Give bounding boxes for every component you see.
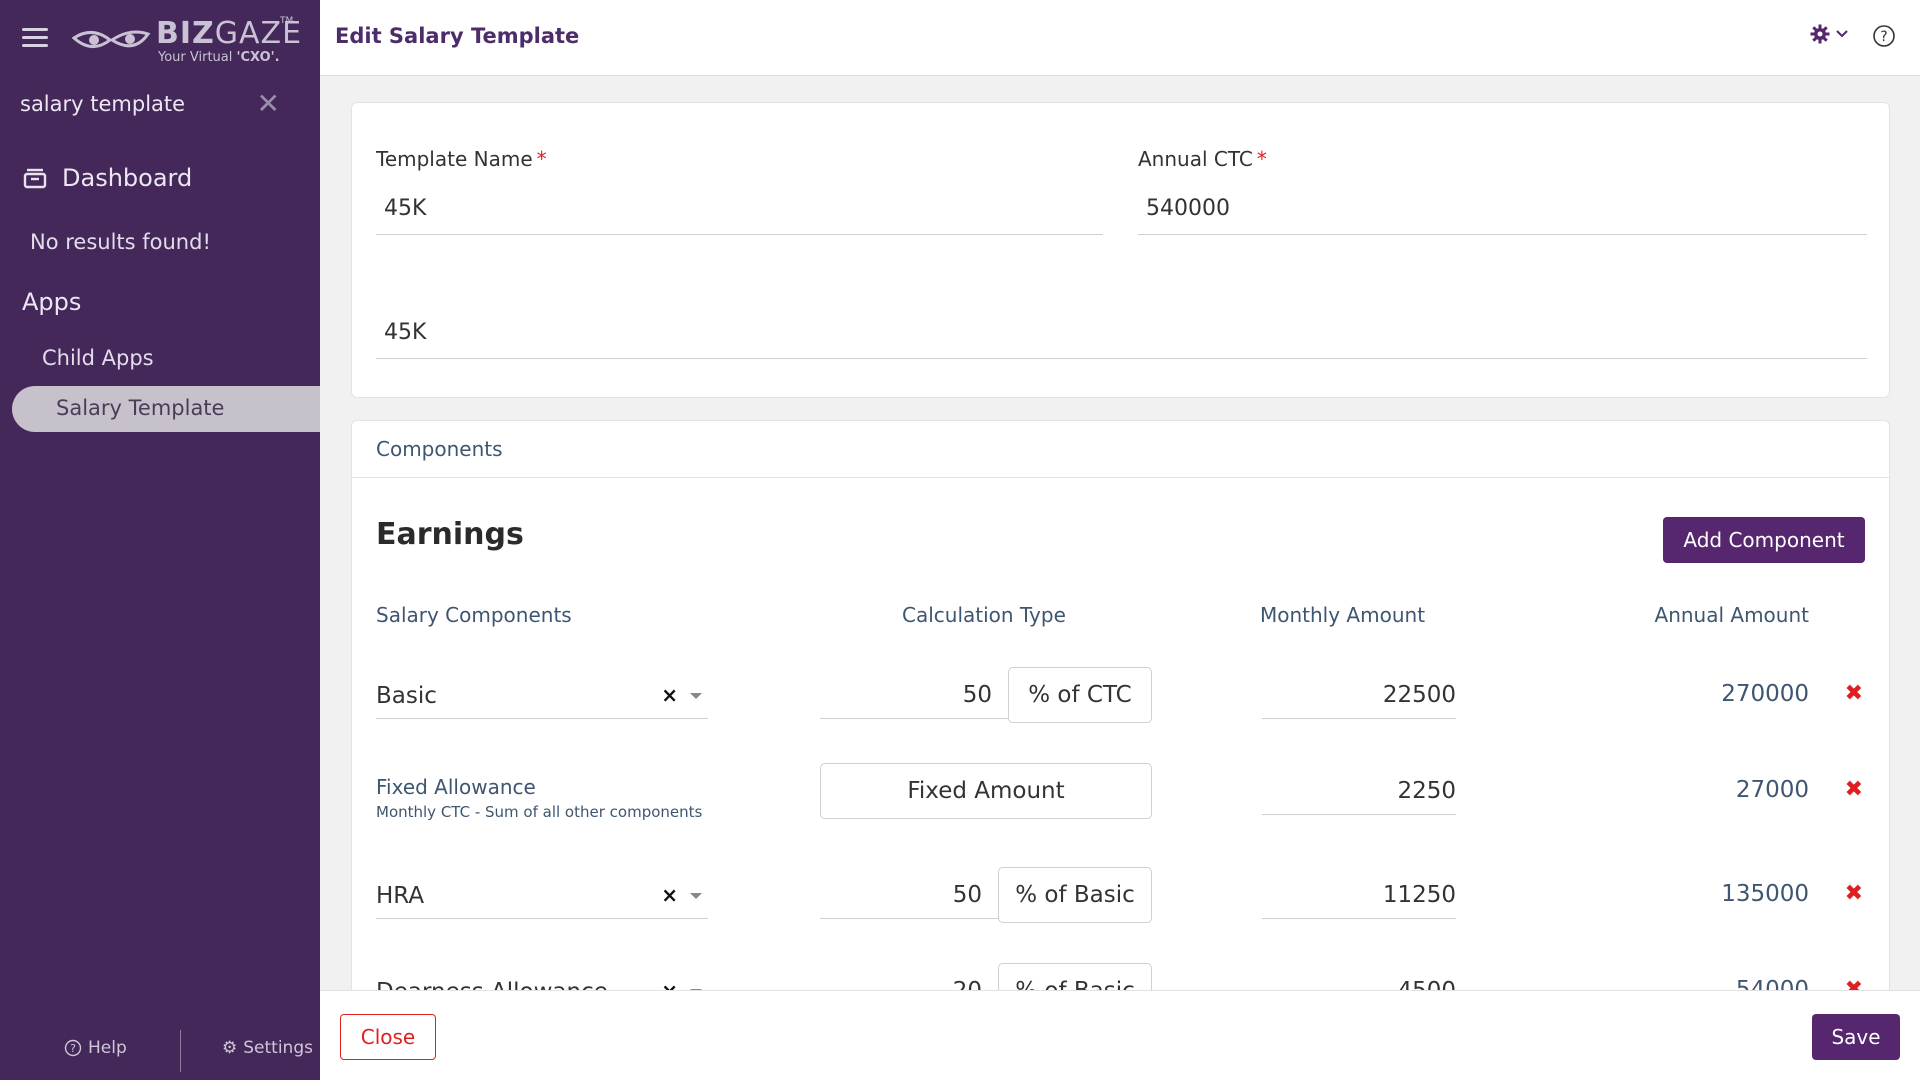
caret-down-icon[interactable] xyxy=(690,693,702,699)
delete-icon[interactable]: ✖ xyxy=(1844,681,1863,706)
column-header-salary-components: Salary Components xyxy=(376,603,572,627)
add-component-button[interactable]: Add Component xyxy=(1663,517,1865,563)
template-name-label: Template Name * xyxy=(376,147,547,171)
save-button[interactable]: Save xyxy=(1812,1014,1900,1060)
close-button[interactable]: Close xyxy=(340,1014,436,1060)
annual-amount: 27000 xyxy=(1735,777,1809,803)
sidebar-search[interactable]: salary template ✕ xyxy=(20,88,280,124)
bizgaze-logo: BIZGAZE TM Your Virtual 'CXO'. xyxy=(72,14,301,70)
annual-amount: 135000 xyxy=(1721,881,1809,907)
calculation-value-input[interactable] xyxy=(820,871,1000,919)
components-card: Components Earnings Add Component Salary… xyxy=(351,420,1890,1020)
gear-icon: ⚙ xyxy=(222,1038,238,1058)
settings-label: Settings xyxy=(243,1038,313,1058)
sidebar-item-child-apps[interactable]: Child Apps xyxy=(42,346,154,370)
component-row-hra: HRA × % of Basic 135000 ✖ xyxy=(352,861,1889,931)
annual-ctc-input[interactable] xyxy=(1138,183,1867,235)
template-details-card: Template Name* Annual CTC* xyxy=(351,102,1890,398)
calculation-value-input[interactable] xyxy=(820,671,1010,719)
clear-icon[interactable]: × xyxy=(661,683,678,707)
template-name-input[interactable] xyxy=(376,183,1103,235)
calculation-type-select[interactable]: % of Basic xyxy=(998,867,1152,923)
calculation-type-select[interactable]: % of CTC xyxy=(1008,667,1152,723)
component-select[interactable]: HRA × xyxy=(376,871,708,919)
chevron-down-icon xyxy=(1836,30,1848,38)
no-results-text: No results found! xyxy=(30,230,211,254)
component-subtitle: Monthly CTC - Sum of all other component… xyxy=(376,803,703,821)
footer-divider xyxy=(180,1030,181,1072)
component-row-basic: Basic × % of CTC 270000 ✖ xyxy=(352,661,1889,731)
help-link[interactable]: ? Help xyxy=(64,1038,127,1058)
search-input[interactable]: salary template xyxy=(20,92,186,116)
page-title: Edit Salary Template xyxy=(335,24,580,48)
clear-icon[interactable]: × xyxy=(661,883,678,907)
tab-components[interactable]: Components xyxy=(376,437,503,461)
sidebar-footer: ? Help ⚙ Settings xyxy=(0,1026,320,1080)
earnings-heading: Earnings xyxy=(376,517,524,552)
column-header-monthly-amount: Monthly Amount xyxy=(1260,603,1426,627)
form-footer: Close Save xyxy=(320,990,1920,1080)
component-name: HRA xyxy=(376,883,425,909)
component-name: Fixed Allowance xyxy=(376,775,536,799)
sidebar-item-dashboard[interactable]: Dashboard xyxy=(22,164,192,192)
sidebar-item-salary-template[interactable]: Salary Template xyxy=(12,386,320,432)
column-header-annual-amount: Annual Amount xyxy=(1654,603,1809,627)
monthly-amount-input[interactable] xyxy=(1262,767,1456,815)
logo-trademark: TM xyxy=(280,16,294,26)
svg-text:?: ? xyxy=(1880,29,1887,45)
apps-heading: Apps xyxy=(22,288,82,316)
svg-text:?: ? xyxy=(70,1042,76,1055)
page-header: Edit Salary Template ? xyxy=(320,0,1920,76)
description-input[interactable] xyxy=(376,307,1867,359)
component-row-fixed-allowance: Fixed Allowance Monthly CTC - Sum of all… xyxy=(352,757,1889,827)
help-label: Help xyxy=(88,1038,127,1058)
logo-tagline: Your Virtual 'CXO'. xyxy=(158,50,280,65)
divider xyxy=(352,477,1889,478)
logo-eyes-icon xyxy=(72,30,151,48)
help-circle-icon: ? xyxy=(64,1039,82,1057)
component-select[interactable]: Basic × xyxy=(376,671,708,719)
column-header-calculation-type: Calculation Type xyxy=(902,603,1066,627)
sidebar-item-label: Dashboard xyxy=(62,164,193,192)
monthly-amount-input[interactable] xyxy=(1262,671,1456,719)
logo-wordmark: BIZGAZE xyxy=(156,16,303,51)
component-name: Basic xyxy=(376,683,437,709)
gear-icon xyxy=(1810,24,1830,44)
annual-ctc-label: Annual CTC * xyxy=(1138,147,1267,171)
settings-dropdown[interactable] xyxy=(1810,24,1848,44)
monthly-amount-input[interactable] xyxy=(1262,871,1456,919)
sidebar: BIZGAZE TM Your Virtual 'CXO'. salary te… xyxy=(0,0,320,1080)
calculation-type-select[interactable]: Fixed Amount xyxy=(820,763,1152,819)
caret-down-icon[interactable] xyxy=(690,893,702,899)
annual-amount: 270000 xyxy=(1721,681,1809,707)
delete-icon[interactable]: ✖ xyxy=(1844,881,1863,906)
delete-icon[interactable]: ✖ xyxy=(1844,777,1863,802)
help-icon[interactable]: ? xyxy=(1872,24,1896,52)
menu-icon[interactable] xyxy=(22,28,48,50)
sidebar-item-label: Salary Template xyxy=(56,396,225,420)
dashboard-icon xyxy=(23,168,47,189)
settings-link[interactable]: ⚙ Settings xyxy=(222,1038,313,1058)
clear-search-icon[interactable]: ✕ xyxy=(256,87,280,120)
